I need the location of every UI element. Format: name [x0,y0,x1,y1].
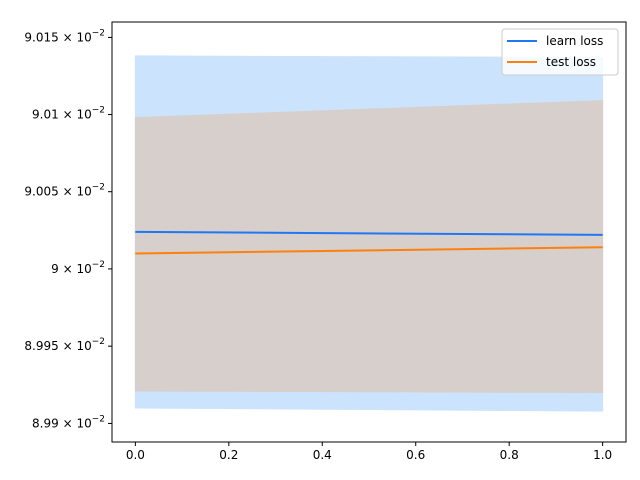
x-tick-label: 0.2 [219,448,238,462]
series-lines [135,230,603,255]
x-tick-label: 0.8 [500,448,519,462]
band-test-loss [134,100,604,394]
y-tick-label: 8.995 × 10−2 [24,337,105,353]
y-tick-label: 8.99 × 10−2 [32,414,105,430]
legend-label: test loss [546,55,596,69]
x-tick-label: 0.0 [126,448,145,462]
y-tick-label: 9.015 × 10−2 [24,28,105,44]
line-test-loss [135,246,603,255]
line-learn-loss [135,230,603,236]
legend-label: learn loss [546,34,603,48]
x-tick-label: 1.0 [593,448,612,462]
x-tick-label: 0.6 [406,448,425,462]
y-tick-label: 9 × 10−2 [51,260,105,276]
y-axis: 8.99 × 10−2 8.995 × 10−2 9 × 10−2 9.005 × 1… [24,28,112,430]
legend: learn loss test loss [501,28,619,76]
x-tick-label: 0.4 [313,448,332,462]
y-tick-label: 9.005 × 10−2 [24,183,105,199]
plot-area-frame [111,21,627,443]
x-axis: 0.0 0.2 0.4 0.6 0.8 1.0 [126,442,612,462]
y-tick-label: 9.01 × 10−2 [32,106,105,122]
